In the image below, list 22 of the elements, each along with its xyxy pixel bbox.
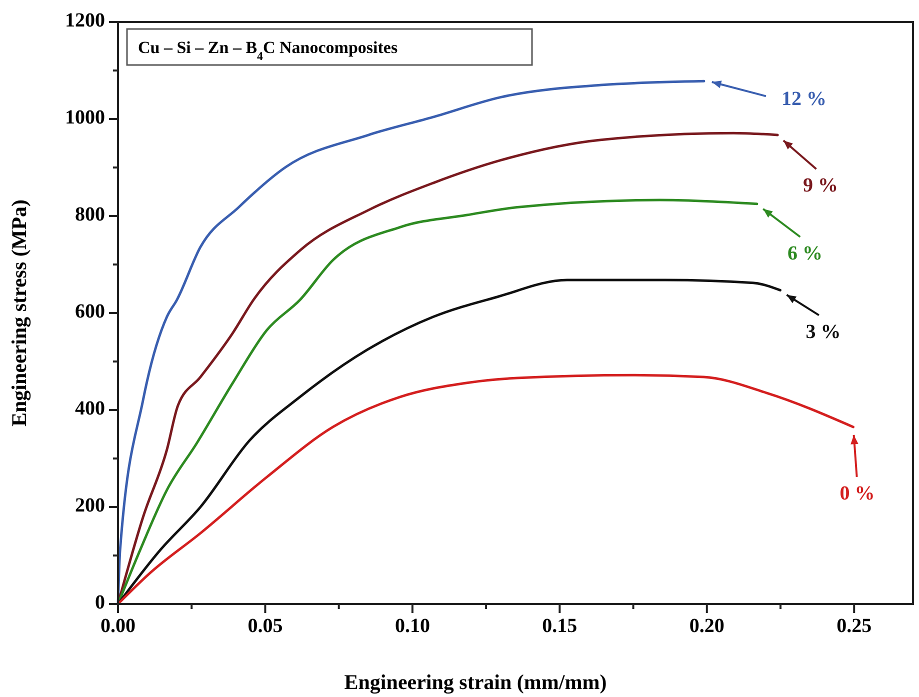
y-tick-label: 0 [95, 592, 105, 614]
x-tick-label: 0.10 [394, 615, 430, 637]
y-tick-label: 1000 [65, 106, 105, 129]
legend-label: 3 % [806, 320, 841, 343]
legend-label: 0 % [840, 482, 875, 505]
y-tick-label: 400 [75, 398, 105, 420]
x-tick-label: 0.25 [836, 615, 872, 637]
y-tick-label: 800 [75, 204, 105, 226]
text: Cu – Si – Zn – B$_{4}$C Nanocomposites [138, 38, 398, 63]
x-tick-label: 0.05 [248, 615, 283, 637]
line-series [116, 374, 854, 606]
x-axis-title: Engineering strain (mm/mm) [344, 670, 607, 694]
x-tick-label: 0.20 [689, 615, 724, 637]
y-axis-title: Engineering stress (MPa) [7, 199, 31, 427]
legend-label: 6 % [787, 242, 822, 264]
y-tick-label: 1200 [65, 10, 105, 32]
y-tick-label: 200 [75, 494, 105, 517]
legend-label: 9 % [803, 174, 838, 197]
x-tick-label: 0.00 [100, 615, 136, 637]
y-tick-label: 600 [75, 300, 105, 323]
text: 12 % [781, 88, 826, 110]
x-tick-label: 0.15 [542, 615, 578, 637]
